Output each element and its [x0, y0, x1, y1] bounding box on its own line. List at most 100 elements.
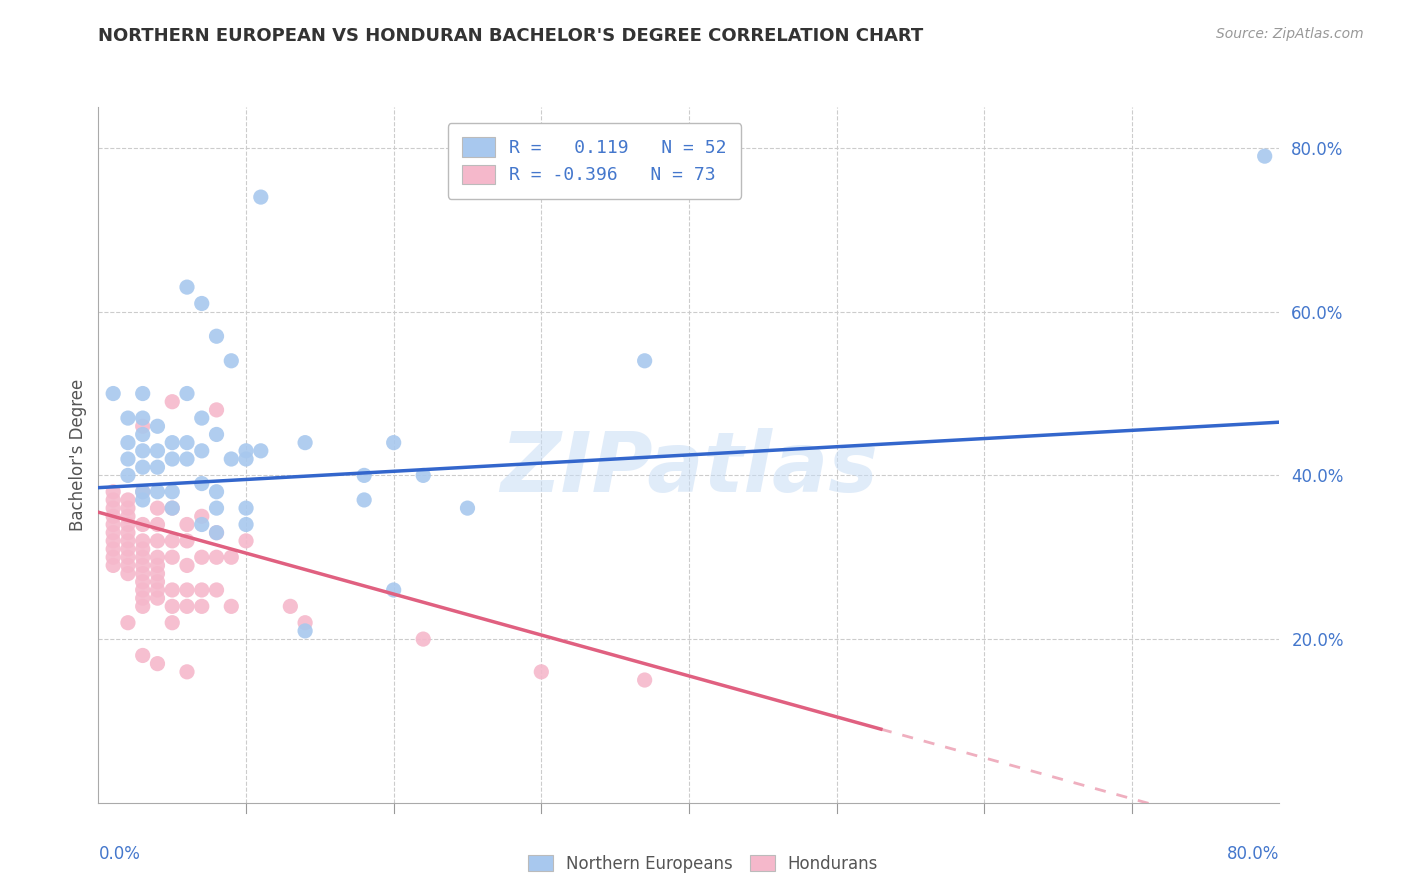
Point — [132, 419, 155, 434]
Point — [117, 566, 139, 581]
Point — [382, 582, 405, 597]
Point — [191, 296, 214, 310]
Point — [176, 452, 198, 467]
Point — [132, 574, 155, 589]
Point — [117, 509, 139, 524]
Point — [117, 411, 139, 425]
Point — [162, 533, 183, 548]
Point — [146, 550, 169, 565]
Point — [132, 517, 155, 532]
Point — [146, 582, 169, 597]
Point — [412, 632, 434, 646]
Point — [103, 542, 125, 557]
Point — [117, 550, 139, 565]
Point — [176, 582, 198, 597]
Point — [191, 411, 214, 425]
Point — [191, 443, 214, 458]
Point — [162, 599, 183, 614]
Point — [191, 476, 214, 491]
Text: 0.0%: 0.0% — [98, 845, 141, 863]
Point — [235, 517, 257, 532]
Point — [191, 509, 214, 524]
Point — [103, 558, 125, 573]
Point — [103, 509, 125, 524]
Point — [132, 533, 155, 548]
Point — [132, 427, 155, 442]
Point — [235, 533, 257, 548]
Point — [162, 615, 183, 630]
Point — [219, 452, 242, 467]
Point — [219, 353, 242, 368]
Point — [278, 599, 302, 614]
Point — [191, 550, 214, 565]
Point — [132, 566, 155, 581]
Point — [132, 386, 155, 401]
Point — [117, 558, 139, 573]
Point — [103, 525, 125, 540]
Point — [176, 665, 198, 679]
Point — [250, 190, 273, 204]
Point — [205, 427, 228, 442]
Point — [219, 550, 242, 565]
Text: NORTHERN EUROPEAN VS HONDURAN BACHELOR'S DEGREE CORRELATION CHART: NORTHERN EUROPEAN VS HONDURAN BACHELOR'S… — [98, 27, 924, 45]
Point — [132, 411, 155, 425]
Point — [176, 280, 198, 294]
Point — [146, 460, 169, 475]
Point — [250, 443, 273, 458]
Point — [1254, 149, 1277, 163]
Point — [353, 492, 375, 507]
Point — [146, 517, 169, 532]
Point — [146, 574, 169, 589]
Point — [132, 582, 155, 597]
Point — [146, 484, 169, 499]
Point — [382, 435, 405, 450]
Point — [205, 550, 228, 565]
Point — [117, 501, 139, 516]
Point — [633, 673, 655, 687]
Point — [162, 582, 183, 597]
Point — [132, 484, 155, 499]
Point — [146, 591, 169, 606]
Legend: R =   0.119   N = 52, R = -0.396   N = 73: R = 0.119 N = 52, R = -0.396 N = 73 — [447, 123, 741, 199]
Point — [146, 501, 169, 516]
Point — [205, 582, 228, 597]
Point — [412, 468, 434, 483]
Point — [146, 533, 169, 548]
Point — [176, 386, 198, 401]
Point — [353, 468, 375, 483]
Point — [294, 615, 316, 630]
Point — [103, 386, 125, 401]
Point — [205, 501, 228, 516]
Text: Source: ZipAtlas.com: Source: ZipAtlas.com — [1216, 27, 1364, 41]
Point — [205, 329, 228, 343]
Point — [132, 591, 155, 606]
Text: 80.0%: 80.0% — [1227, 845, 1279, 863]
Point — [132, 484, 155, 499]
Point — [117, 435, 139, 450]
Point — [205, 525, 228, 540]
Point — [219, 599, 242, 614]
Point — [176, 435, 198, 450]
Point — [117, 517, 139, 532]
Point — [191, 517, 214, 532]
Point — [103, 492, 125, 507]
Point — [235, 501, 257, 516]
Point — [176, 599, 198, 614]
Point — [191, 599, 214, 614]
Point — [176, 517, 198, 532]
Point — [132, 599, 155, 614]
Point — [132, 550, 155, 565]
Point — [294, 624, 316, 638]
Point — [117, 468, 139, 483]
Point — [191, 582, 214, 597]
Y-axis label: Bachelor's Degree: Bachelor's Degree — [69, 379, 87, 531]
Point — [103, 550, 125, 565]
Point — [146, 566, 169, 581]
Point — [132, 542, 155, 557]
Point — [132, 648, 155, 663]
Point — [146, 558, 169, 573]
Point — [132, 492, 155, 507]
Point — [162, 484, 183, 499]
Point — [103, 484, 125, 499]
Point — [132, 443, 155, 458]
